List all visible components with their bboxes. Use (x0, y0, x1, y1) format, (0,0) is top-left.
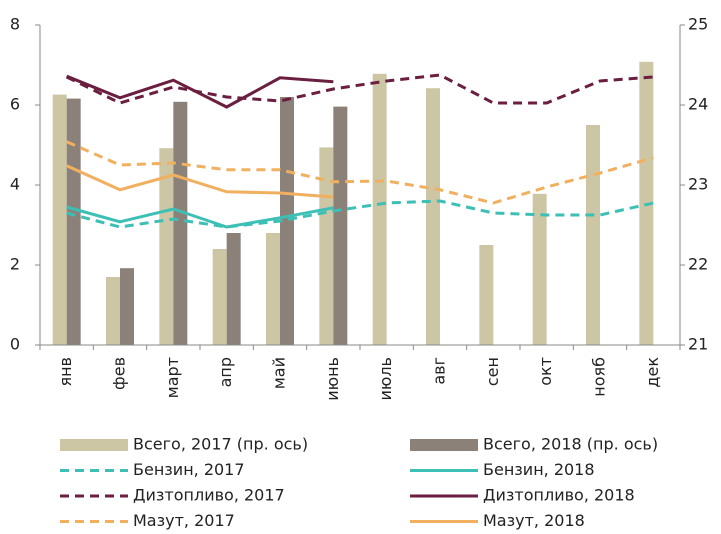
legend-label: Бензин, 2018 (483, 460, 595, 479)
line (66, 140, 654, 205)
x-tick-label: июнь (323, 357, 342, 401)
x-tick-label: янв (56, 357, 75, 387)
bar (226, 233, 241, 345)
legend-label: Всего, 2017 (пр. ось) (133, 435, 308, 454)
y2-tick-label: 24 (688, 95, 708, 114)
line (66, 74, 334, 109)
legend-label: Бензин, 2017 (133, 460, 245, 479)
line (66, 199, 654, 229)
y-tick-label: 8 (10, 15, 20, 34)
y2-tick-label: 22 (688, 255, 708, 274)
y2-tick-label: 25 (688, 15, 708, 34)
bar (106, 277, 120, 345)
x-tick-label: фев (110, 357, 129, 390)
bar (266, 233, 280, 345)
line (66, 164, 334, 199)
legend-label: Дизтопливо, 2018 (483, 486, 635, 505)
x-tick-label: нояб (590, 357, 609, 397)
y2-tick-label: 21 (688, 335, 708, 354)
bar (426, 88, 440, 345)
legend-label: Дизтопливо, 2017 (133, 486, 285, 505)
bar (479, 245, 494, 345)
x-tick-label: сен (483, 357, 502, 386)
bar (280, 97, 294, 345)
x-tick-label: авг (430, 357, 449, 385)
legend-swatch (60, 439, 128, 451)
y-tick-label: 6 (10, 95, 20, 114)
x-tick-label: дек (643, 357, 662, 388)
bar (212, 249, 227, 345)
x-tick-label: окт (536, 357, 555, 386)
bar (159, 148, 174, 345)
y-tick-label: 2 (10, 255, 20, 274)
bar (173, 101, 188, 345)
legend-label: Всего, 2018 (пр. ось) (483, 435, 658, 454)
legend-label: Мазут, 2017 (133, 511, 235, 530)
y2-tick-label: 23 (688, 175, 708, 194)
legend-swatch (410, 439, 478, 451)
bar (333, 106, 348, 345)
line (66, 205, 334, 229)
bar (66, 98, 81, 345)
bar (586, 125, 600, 345)
x-tick-label: июль (376, 357, 395, 401)
legend-label: Мазут, 2018 (483, 511, 585, 530)
x-tick-label: апр (216, 357, 235, 387)
bar (319, 147, 334, 345)
line (66, 73, 654, 105)
bar (372, 73, 387, 346)
y-tick-label: 0 (10, 335, 20, 354)
y-tick-label: 4 (10, 175, 20, 194)
bar (120, 268, 134, 345)
x-tick-label: май (270, 357, 289, 389)
bar (52, 94, 67, 345)
bar (532, 193, 547, 345)
x-tick-label: март (163, 357, 182, 398)
